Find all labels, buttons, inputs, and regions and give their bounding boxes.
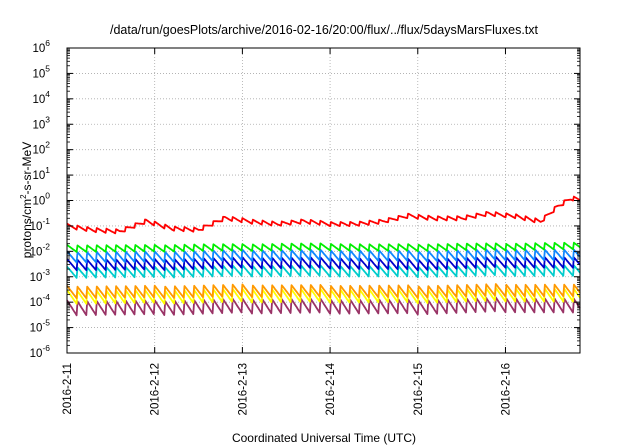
y-tick-base: 10 — [30, 246, 43, 258]
y-tick-base: 10 — [32, 94, 45, 106]
series-line — [66, 241, 581, 253]
y-tick-base: 10 — [32, 119, 45, 131]
y-tick-exp: 5 — [45, 63, 50, 73]
series-line — [66, 286, 581, 305]
y-tick-base: 10 — [32, 196, 45, 208]
series-group — [66, 195, 581, 317]
y-axis-ticks: 10610510410310210110010-110-210-310-410-… — [30, 38, 580, 360]
series-line — [66, 263, 581, 279]
y-tick-base: 10 — [30, 348, 43, 360]
x-tick-label: 2016-2-16 — [500, 363, 512, 415]
y-tick-label: 102 — [32, 140, 50, 157]
x-tick-label: 2016-2-12 — [150, 363, 162, 415]
y-tick-exp: -3 — [42, 267, 50, 277]
y-tick-label: 10-4 — [30, 292, 51, 309]
y-tick-base: 10 — [32, 170, 45, 182]
y-tick-base: 10 — [30, 272, 43, 284]
series-line — [66, 255, 581, 272]
y-axis-label-rest: -s-sr-MeV — [20, 142, 34, 195]
y-tick-label: 101 — [32, 165, 50, 182]
y-tick-label: 10-2 — [30, 241, 51, 258]
y-tick-exp: 4 — [45, 89, 50, 99]
y-tick-exp: 2 — [45, 140, 50, 150]
y-tick-base: 10 — [30, 323, 43, 335]
y-tick-label: 104 — [32, 89, 50, 106]
y-tick-label: 10-3 — [30, 267, 51, 284]
y-tick-exp: -1 — [42, 216, 50, 226]
x-tick-label: 2016-2-14 — [325, 362, 337, 415]
y-tick-exp: -5 — [42, 318, 50, 328]
y-tick-base: 10 — [32, 145, 45, 157]
y-tick-label: 10-1 — [30, 216, 51, 233]
series-line — [66, 248, 581, 264]
y-tick-base: 10 — [30, 297, 43, 309]
y-tick-label: 105 — [32, 63, 50, 80]
y-tick-exp: 6 — [45, 38, 50, 48]
y-axis-label-sup: 2 — [19, 194, 28, 199]
series-line — [66, 296, 581, 317]
y-tick-base: 10 — [32, 68, 45, 80]
x-tick-label: 2016-2-13 — [237, 363, 249, 415]
y-tick-exp: 3 — [45, 114, 50, 124]
y-tick-exp: 1 — [45, 165, 50, 175]
x-axis-label: Coordinated Universal Time (UTC) — [232, 431, 416, 445]
series-line — [66, 283, 581, 300]
y-tick-label: 103 — [32, 114, 50, 131]
y-tick-label: 106 — [32, 38, 50, 55]
y-tick-exp: -4 — [42, 292, 50, 302]
y-tick-exp: -6 — [42, 343, 50, 353]
y-tick-label: 10-6 — [30, 343, 51, 360]
x-axis-ticks: 2016-2-11 2016-2-12 2016-2-13 2016-2-14 2016… — [62, 48, 512, 415]
x-tick-label: 2016-2-11 — [62, 363, 74, 415]
chart-title: /data/run/goesPlots/archive/2016-02-16/2… — [110, 23, 539, 37]
y-tick-exp: 0 — [45, 191, 50, 201]
y-tick-base: 10 — [32, 43, 45, 55]
y-axis-label-main: protons/cm — [20, 199, 34, 258]
y-tick-base: 10 — [30, 221, 43, 233]
y-tick-label: 10-5 — [30, 318, 51, 335]
x-tick-label: 2016-2-15 — [413, 363, 425, 415]
y-tick-exp: -2 — [42, 241, 50, 251]
y-tick-label: 100 — [32, 191, 50, 208]
series-line — [66, 195, 581, 235]
y-axis-label: protons/cm2-s-sr-MeV — [19, 142, 34, 258]
